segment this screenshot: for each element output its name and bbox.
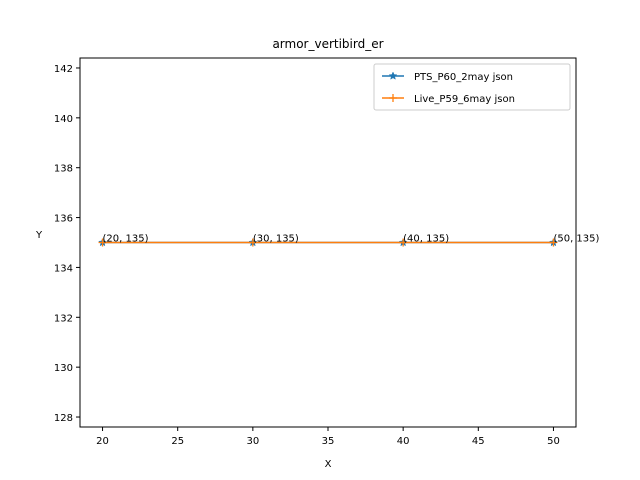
x-axis-title: X [325, 459, 332, 470]
y-tick-label: 134 [54, 263, 73, 274]
legend-label: PTS_P60_2may json [414, 72, 513, 83]
x-tick-label: 40 [397, 436, 410, 447]
data-point [248, 238, 257, 247]
data-label: (40, 135) [403, 234, 449, 245]
y-tick-label: 140 [54, 114, 73, 125]
y-tick-label: 130 [54, 363, 73, 374]
y-tick-label: 136 [54, 214, 73, 225]
y-tick-label: 142 [54, 64, 73, 75]
x-tick-label: 30 [246, 436, 259, 447]
x-tick-label: 45 [472, 436, 485, 447]
legend-marker [388, 71, 398, 80]
data-point [399, 238, 408, 247]
x-tick-label: 20 [96, 436, 109, 447]
y-tick-label: 132 [54, 313, 73, 324]
plot-area: (20, 135) (30, 135) (40, 135) (50, 135) [98, 234, 600, 247]
x-tick-label: 50 [547, 436, 560, 447]
legend-box [373, 63, 571, 111]
series-2 [98, 238, 558, 247]
data-point [549, 238, 558, 247]
y-tick-label: 138 [54, 164, 73, 175]
legend-marker [389, 94, 397, 102]
y-axis-title: Y [35, 230, 43, 241]
data-point [98, 238, 107, 247]
axes: 20 25 30 35 40 45 50 128 130 132 134 136 138 140 142 [54, 57, 577, 447]
legend: PTS_P60_2may json Live_P59_6may json [373, 63, 571, 111]
y-tick-label: 128 [54, 413, 73, 424]
x-tick-label: 25 [171, 436, 184, 447]
legend-item-1: PTS_P60_2may json [382, 71, 513, 83]
legend-label: Live_P59_6may json [414, 94, 515, 105]
data-label: (20, 135) [103, 234, 149, 245]
x-tick-label: 35 [322, 436, 335, 447]
chart-title: armor_vertibird_er [272, 37, 383, 51]
data-label: (30, 135) [253, 234, 299, 245]
legend-item-2: Live_P59_6may json [382, 94, 515, 105]
